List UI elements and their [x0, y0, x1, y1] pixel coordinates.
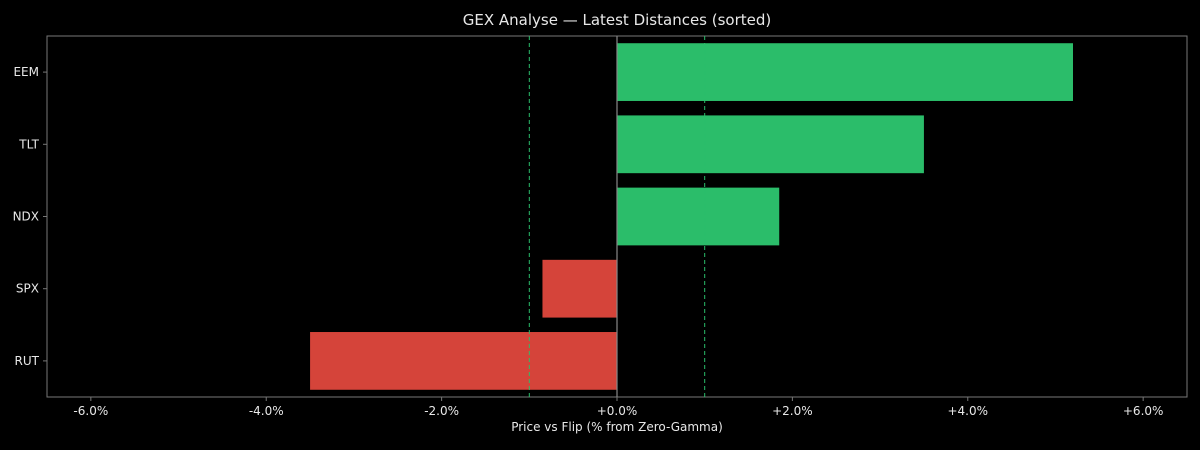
x-tick-label: +2.0% — [772, 404, 813, 418]
x-tick-label: +0.0% — [597, 404, 638, 418]
x-tick-label: +4.0% — [947, 404, 988, 418]
plot-area: EEM TLT NDX SPX RUT -6.0% -4.0% -2.0% +0.0% +2.0%… — [13, 35, 1188, 418]
bar-rut — [310, 332, 617, 390]
y-tick-label-ndx: NDX — [13, 210, 39, 224]
y-tick-label-eem: EEM — [13, 65, 39, 79]
y-tick-label-rut: RUT — [15, 354, 40, 368]
y-tick-label-spx: SPX — [16, 282, 39, 296]
bar-spx — [542, 259, 617, 318]
bar-tlt — [617, 115, 924, 174]
x-axis-label: Price vs Flip (% from Zero-Gamma) — [511, 420, 723, 434]
x-tick-label: -6.0% — [73, 404, 108, 418]
x-tick-label: +6.0% — [1123, 404, 1164, 418]
chart-title: GEX Analyse — Latest Distances (sorted) — [463, 11, 772, 29]
bar-ndx — [617, 187, 780, 246]
bar-eem — [617, 43, 1073, 101]
x-tick-label: -4.0% — [249, 404, 284, 418]
x-tick-label: -2.0% — [424, 404, 459, 418]
y-tick-label-tlt: TLT — [18, 137, 39, 151]
